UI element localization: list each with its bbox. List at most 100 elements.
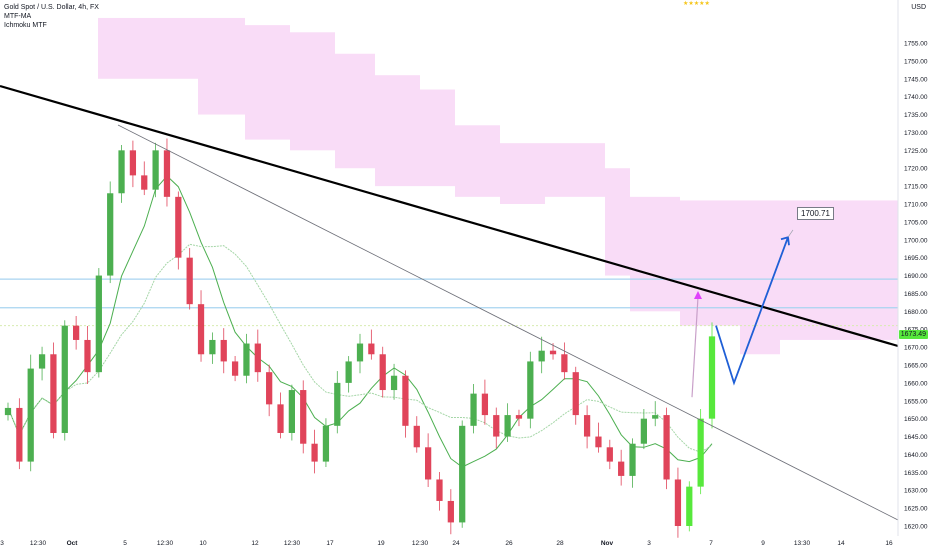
candle-body <box>481 393 489 416</box>
candle-body <box>186 257 193 305</box>
y-tick-label: 1645.00 <box>904 434 928 441</box>
candle-body <box>118 150 125 194</box>
candle-body <box>84 339 91 373</box>
candle-body <box>16 407 23 462</box>
candle-body <box>515 415 523 419</box>
y-tick-label: 1630.00 <box>904 488 928 495</box>
candle-body <box>107 193 114 276</box>
x-tick-label: 7 <box>709 540 713 547</box>
x-tick-label: 12 <box>251 540 259 547</box>
candle-body <box>356 343 364 362</box>
candle-body <box>38 354 46 369</box>
candle-body <box>527 361 534 419</box>
indicator-mtf-ma[interactable]: MTF-MA <box>4 13 32 20</box>
y-tick-label: 1730.00 <box>904 130 928 137</box>
candle-body <box>197 304 205 355</box>
candle-body <box>61 325 68 433</box>
candles <box>4 138 716 538</box>
candle-body <box>504 415 511 437</box>
symbol-title: Gold Spot / U.S. Dollar, 4h, FX <box>4 4 99 11</box>
target-leader <box>787 229 794 238</box>
candle-body <box>686 486 693 526</box>
y-tick-label: 1620.00 <box>904 524 928 531</box>
candle-body <box>583 415 591 437</box>
cloud-segment <box>98 17 198 79</box>
x-tick-label: 19 <box>377 540 385 547</box>
current-price-tag: 1673.49 <box>898 329 928 339</box>
candle-body <box>663 415 670 480</box>
y-tick-label: 1755.00 <box>904 41 928 48</box>
cloud-segment <box>605 168 630 276</box>
currency-label: USD <box>911 4 926 11</box>
rating-stars: ★★★★★ <box>683 1 710 7</box>
ma-slow-line <box>7 243 713 453</box>
candle-body <box>334 382 341 426</box>
x-tick-label: 16 <box>885 540 893 547</box>
projection-up-leg <box>691 296 699 398</box>
y-tick-label: 1720.00 <box>904 166 928 173</box>
candle-body <box>561 354 568 373</box>
candle-body <box>300 390 307 444</box>
projection-marker <box>694 291 702 300</box>
candle-body <box>152 150 159 190</box>
x-tick-label: 26 <box>505 540 513 547</box>
x-tick-label: 12:30 <box>412 540 429 547</box>
candle-body <box>288 390 295 433</box>
y-tick-label: 1705.00 <box>904 219 928 226</box>
cloud-segment <box>198 17 245 115</box>
candle-body <box>436 479 443 501</box>
target-price-callout: 1700.71 <box>797 207 834 220</box>
candle-body <box>652 415 659 419</box>
trendlines <box>0 84 899 521</box>
cloud-segment <box>420 89 455 187</box>
y-tick-label: 1725.00 <box>904 148 928 155</box>
x-tick-label: 3 <box>0 540 4 547</box>
candle-body <box>640 418 647 444</box>
candle-body <box>345 361 352 383</box>
candle-body <box>470 393 477 426</box>
y-tick-label: 1660.00 <box>904 380 928 387</box>
x-tick-label: 12:30 <box>30 540 47 547</box>
candle-body <box>277 404 284 433</box>
candle-body <box>243 343 250 376</box>
candle-body <box>413 425 420 448</box>
candle-body <box>95 275 102 373</box>
x-tick-label: 5 <box>123 540 127 547</box>
y-tick-label: 1690.00 <box>904 273 928 280</box>
candle-body <box>572 372 579 416</box>
candle-body <box>27 368 34 462</box>
x-tick-label: 10 <box>199 540 207 547</box>
cloud-segment <box>545 143 590 197</box>
y-tick-label: 1650.00 <box>904 416 928 423</box>
y-tick-label: 1700.00 <box>904 237 928 244</box>
candle-body <box>163 150 171 197</box>
y-tick-label: 1625.00 <box>904 506 928 513</box>
cloud-segment <box>780 200 898 340</box>
candle-body <box>390 375 398 391</box>
x-tick-label: 12:30 <box>284 540 301 547</box>
candle-body <box>493 415 500 437</box>
candle-body <box>538 350 545 362</box>
candle-body <box>447 500 454 523</box>
candle-body <box>402 375 409 426</box>
y-tick-label: 1750.00 <box>904 58 928 65</box>
cloud-segment <box>290 32 335 151</box>
x-tick-label: 3 <box>647 540 651 547</box>
y-tick-label: 1685.00 <box>904 291 928 298</box>
candle-body <box>129 150 137 176</box>
y-tick-label: 1670.00 <box>904 345 928 352</box>
x-tick-label: 12:30 <box>157 540 174 547</box>
y-tick-label: 1665.00 <box>904 363 928 370</box>
candle-body <box>322 425 330 462</box>
candle-body <box>674 479 682 526</box>
cloud-segment <box>455 125 500 197</box>
cloud-segment <box>680 200 740 326</box>
indicator-ichimoku[interactable]: Ichmoku MTF <box>4 22 47 29</box>
candle-body <box>629 443 636 476</box>
projection <box>691 229 794 398</box>
candle-body <box>618 461 625 476</box>
cloud-segment <box>335 53 375 169</box>
candle-body <box>379 354 386 391</box>
